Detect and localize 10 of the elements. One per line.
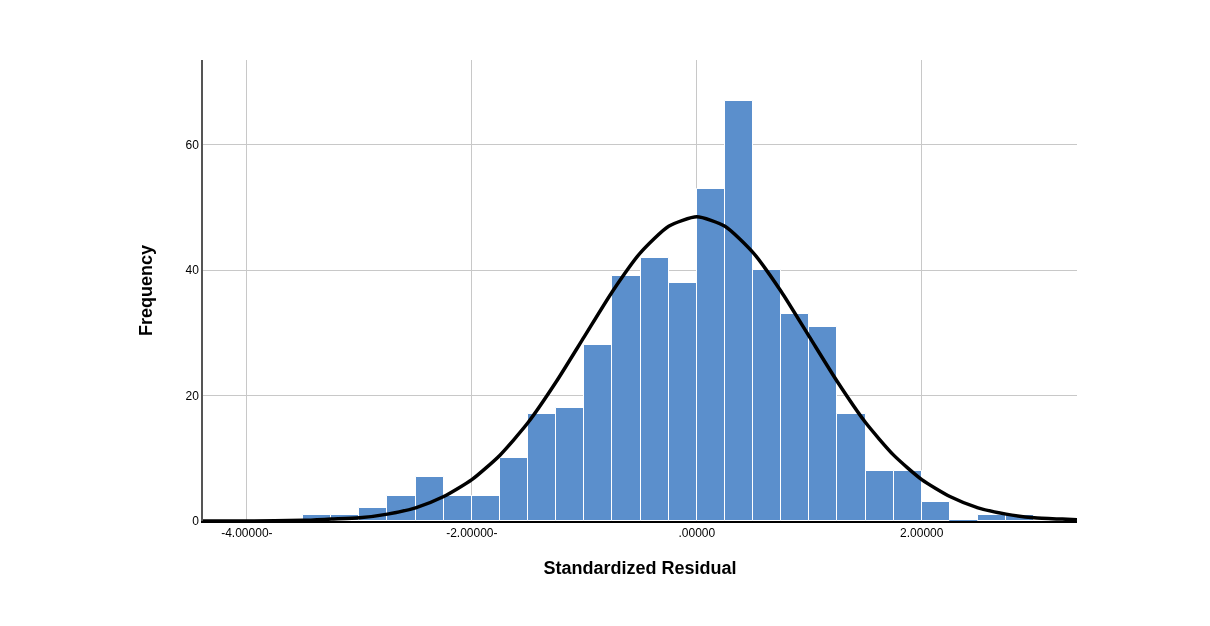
x-tick-label: .00000 bbox=[678, 526, 716, 541]
x-tick-label: -4.00000- bbox=[221, 526, 273, 541]
y-tick-label: 0 bbox=[192, 514, 200, 529]
x-tick-label: 2.00000 bbox=[900, 526, 944, 541]
x-tick-label: -2.00000- bbox=[446, 526, 498, 541]
y-axis-title: Frequency bbox=[136, 244, 157, 337]
y-tick-label: 20 bbox=[185, 388, 200, 403]
y-tick-label: 60 bbox=[185, 137, 200, 152]
x-axis-title: Standardized Residual bbox=[543, 558, 737, 578]
y-tick-label: 40 bbox=[185, 263, 200, 278]
